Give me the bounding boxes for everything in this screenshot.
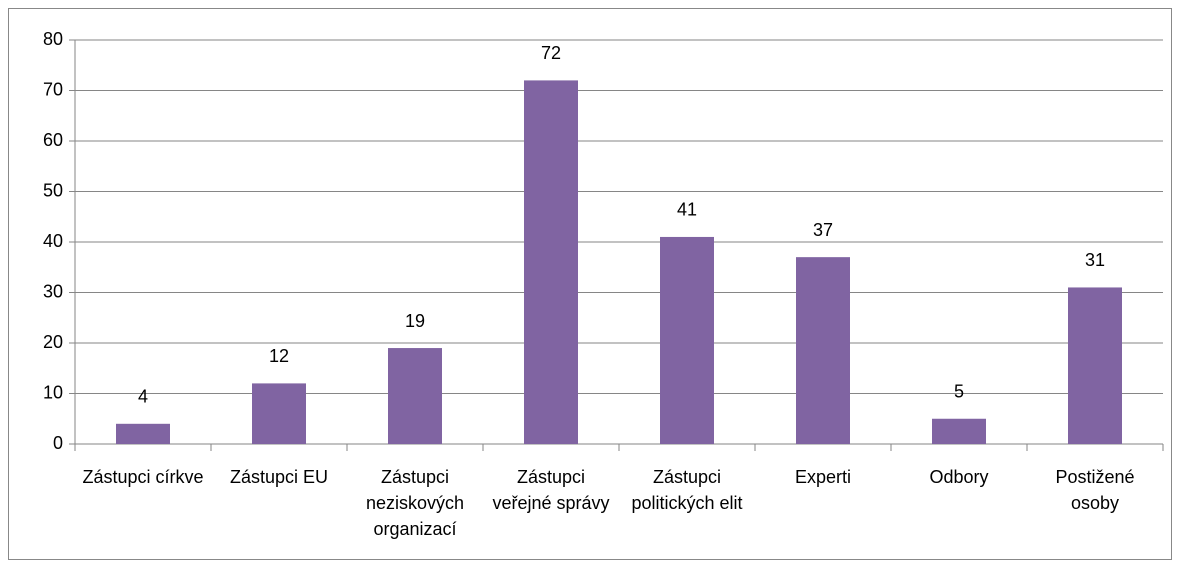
data-label: 5: [954, 382, 964, 402]
x-tick-label: Zástupci politických elit: [631, 467, 743, 513]
x-tick-label: Experti: [794, 467, 852, 487]
chart-border: [8, 8, 1172, 560]
bar: [796, 257, 850, 444]
data-label: 31: [1085, 250, 1105, 270]
x-tick-label: Zástupci EU: [229, 467, 329, 487]
y-tick-label: 20: [43, 332, 63, 352]
data-label: 12: [269, 346, 289, 366]
bar: [116, 423, 170, 444]
bar: [1068, 287, 1122, 444]
bar: [252, 383, 306, 444]
x-tick-label: Postižené osoby: [1055, 467, 1135, 513]
y-tick-label: 50: [43, 180, 63, 200]
x-tick-label: Odbory: [929, 467, 989, 487]
y-tick-label: 10: [43, 382, 63, 402]
y-tick-label: 0: [53, 433, 63, 453]
y-tick-label: 30: [43, 281, 63, 301]
bar: [524, 80, 578, 445]
data-label: 4: [138, 387, 148, 407]
y-tick-label: 40: [43, 231, 63, 251]
bar: [660, 236, 714, 444]
data-label: 41: [677, 200, 697, 220]
x-tick-label: Zástupci církve: [82, 467, 204, 487]
data-label: 37: [813, 220, 833, 240]
bar: [932, 418, 986, 444]
y-tick-label: 60: [43, 130, 63, 150]
data-label: 19: [405, 311, 425, 331]
y-tick-label: 80: [43, 29, 63, 49]
bar: [388, 348, 442, 444]
y-tick-label: 70: [43, 79, 63, 99]
data-label: 72: [541, 43, 561, 63]
x-tick-label: Zástupci veřejné správy: [492, 467, 610, 513]
x-tick-label: Zástupci neziskových organizací: [365, 467, 465, 539]
